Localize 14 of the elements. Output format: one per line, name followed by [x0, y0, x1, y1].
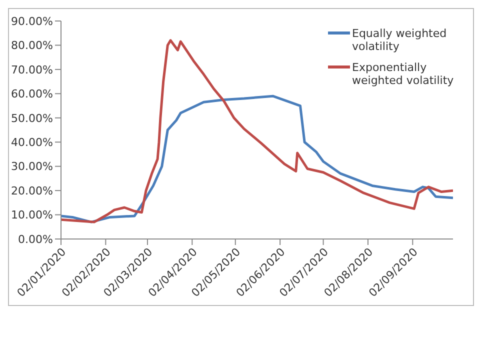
legend-label: Equally weighted volatility: [352, 27, 448, 53]
y-tick-label: 40.00%: [11, 136, 53, 150]
line-series: [61, 94, 453, 224]
y-tick-label: 70.00%: [11, 63, 53, 76]
legend-label: Exponentially weighted volatility: [352, 61, 455, 87]
y-tick-label: 90.00%: [11, 14, 53, 28]
y-tick-label: 20.00%: [11, 184, 53, 198]
y-tick-label: 80.00%: [11, 39, 53, 52]
y-tick-label: 60.00%: [11, 88, 53, 101]
line-series: [61, 39, 453, 224]
y-tick-label: 50.00%: [11, 112, 53, 125]
y-tick-label: 10.00%: [11, 208, 53, 222]
y-tick-label: 0.00%: [18, 232, 53, 246]
y-tick-label: 30.00%: [11, 160, 53, 174]
